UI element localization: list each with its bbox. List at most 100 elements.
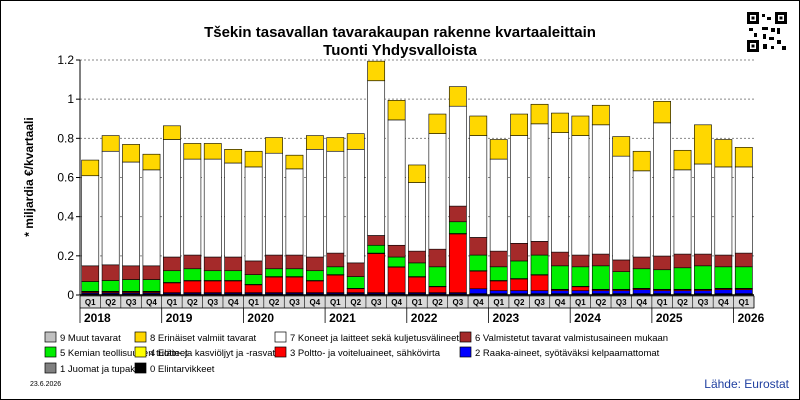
bar-segment [489,250,508,268]
bar-segment [387,256,406,268]
bar-segment [224,256,243,272]
bar-segment [203,158,222,258]
bar-segment [183,268,202,281]
x-tick-label: Q4 [391,298,402,307]
bar-segment [734,266,753,289]
bar-segment [101,135,120,152]
bar-segment [530,241,549,256]
bar-segment [530,254,549,275]
bar-segment [183,143,202,160]
legend-label: 0 Elintarvikkeet [150,364,215,375]
bar-segment [326,150,345,254]
bar-segment [571,135,590,256]
legend-label: 9 Muut tavarat [60,333,121,344]
bar-segment [346,288,365,293]
bar-segment [591,104,610,126]
year-label: 2026 [738,311,765,325]
legend-swatch [44,346,57,358]
bar-segment [612,259,631,273]
bar-segment [265,276,283,293]
x-tick-label: Q2 [187,298,198,307]
bar-segment [305,280,324,293]
year-label: 2021 [329,311,356,325]
bar-segment [510,260,529,279]
legend-swatch [44,362,57,374]
bar-segment [326,137,345,152]
bar-segment [408,276,426,293]
y-tick-label: 0.6 [57,171,74,185]
bar-segment [387,244,406,258]
x-tick-label: Q1 [657,298,668,307]
bar-segment [346,262,365,277]
bar-segment [694,163,712,255]
legend-label: 6 Valmistetut tavarat valmistusaineen mu… [475,333,668,344]
bar-segment [428,248,447,268]
legend-swatch [459,346,472,358]
legend-label: 5 Kemian teollisuuden tuotteet [60,348,188,359]
year-label: 2023 [492,311,519,325]
y-tick-label: 0.2 [57,249,74,263]
bar-segment [551,265,569,290]
bar-segment [653,255,671,271]
bar-segment [326,266,345,275]
bar-segment [285,268,304,277]
bar-segment [224,162,243,258]
legend-swatch [274,346,287,358]
year-label: 2024 [574,311,601,325]
update-date: 23.6.2026 [30,381,61,388]
bar-segment [673,290,692,294]
bar-segment [734,147,753,168]
bar-segment [367,235,386,246]
bar-segment [632,256,651,270]
bar-segment [285,254,304,270]
bar-segment [673,267,692,290]
bar-segment [122,161,140,267]
year-label: 2025 [656,311,683,325]
x-tick-label: Q3 [126,298,137,307]
bar-segment [489,266,508,281]
bar-segment [530,103,549,125]
legend-swatch [44,331,57,343]
chart-title: Tšekin tasavallan tavarakaupan rakenne k… [204,24,596,41]
bar-segment [694,253,712,267]
bar-segment [326,274,345,293]
x-tick-label: Q3 [289,298,300,307]
bar-segment [244,260,263,275]
x-tick-label: Q1 [248,298,259,307]
bar-segment [510,113,529,136]
x-tick-label: Q4 [636,298,647,307]
bar-segment [285,154,304,170]
bar-segment [571,266,590,287]
bar-segment [551,290,569,294]
bar-segment [489,139,508,160]
bar-segment [612,155,631,261]
bar-segment [428,266,447,287]
year-label: 2019 [166,311,193,325]
bar-segment [346,149,365,264]
bar-segment [448,86,467,107]
y-tick-label: 1.2 [57,53,74,67]
bar-segment [571,115,590,136]
bar-segment [224,270,243,281]
bar-segment [489,290,508,294]
bar-segment [673,169,692,255]
bar-segment [694,265,712,290]
bar-segment [285,276,304,293]
x-tick-label: Q1 [738,298,749,307]
bar-segment [244,274,263,285]
bar-segment [489,158,508,252]
bar-segment [714,266,733,289]
bar-segment [244,166,263,262]
bar-segment [612,290,631,294]
bar-segment [265,268,283,277]
bar-segment [305,256,324,272]
legend: 9 Muut tavarat 8 Erinäiset valmiit tavara… [44,331,668,375]
x-tick-label: Q3 [453,298,464,307]
x-tick-label: Q3 [371,298,382,307]
chart-subtitle: Tuonti Yhdysvalloista [323,42,477,59]
x-tick-label: Q2 [595,298,606,307]
bar-segment [571,254,590,268]
bar-segment [428,133,447,250]
bar-segment [387,119,406,246]
